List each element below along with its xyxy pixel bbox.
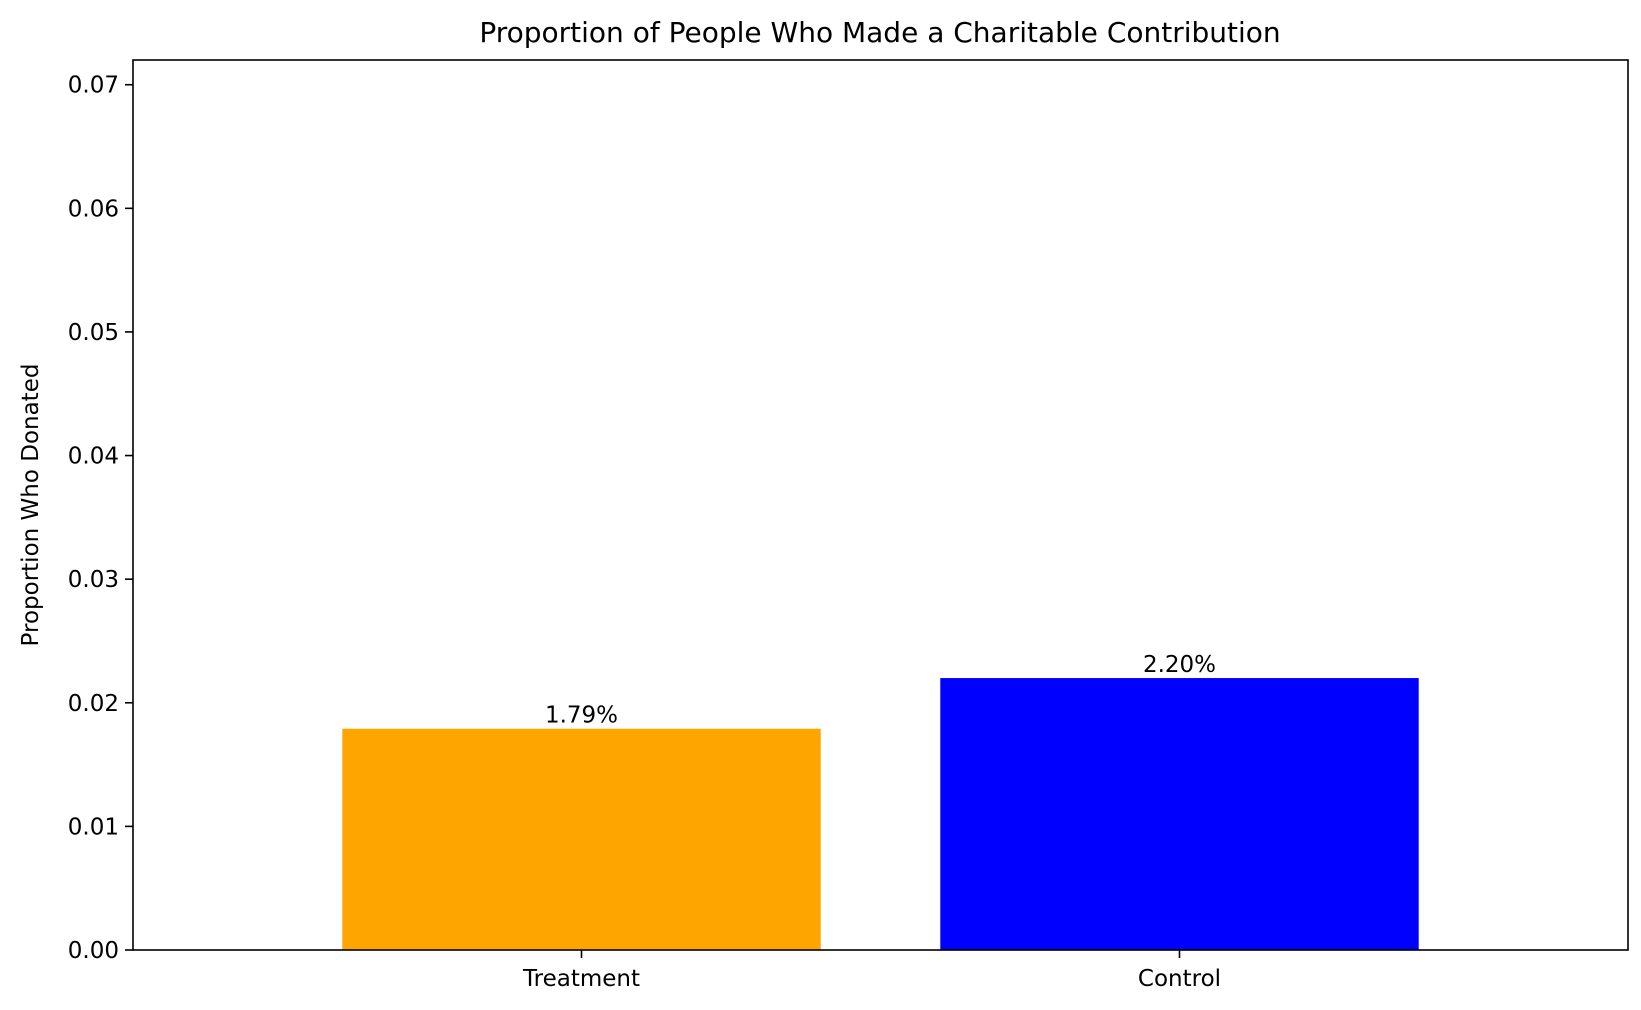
bars	[342, 678, 1419, 950]
plot-area-frame	[132, 59, 1629, 951]
y-tick-label: 0.05	[68, 320, 119, 346]
x-tick-label: Treatment	[522, 966, 640, 992]
y-tick-label: 0.04	[68, 444, 119, 470]
y-tick-label: 0.01	[68, 814, 119, 840]
y-axis-ticks: 0.00 0.01 0.02 0.03 0.04 0.05 0.06 0.07	[68, 73, 133, 964]
y-tick-label: 0.06	[68, 196, 119, 222]
data-label-control: 2.20%	[1143, 652, 1216, 678]
y-axis-label: Proportion Who Donated	[18, 364, 44, 647]
y-tick-label: 0.00	[68, 938, 119, 964]
bar-control	[940, 678, 1419, 950]
bar-treatment	[342, 728, 821, 950]
y-tick-label: 0.03	[68, 567, 119, 593]
y-tick-label: 0.02	[68, 691, 119, 717]
x-axis-ticks: Treatment Control	[522, 950, 1221, 992]
y-tick-label: 0.07	[68, 73, 119, 99]
data-labels: 1.79% 2.20%	[545, 652, 1216, 729]
data-label-treatment: 1.79%	[545, 703, 618, 729]
x-tick-label: Control	[1138, 966, 1221, 992]
chart-title: Proportion of People Who Made a Charitab…	[479, 16, 1280, 49]
